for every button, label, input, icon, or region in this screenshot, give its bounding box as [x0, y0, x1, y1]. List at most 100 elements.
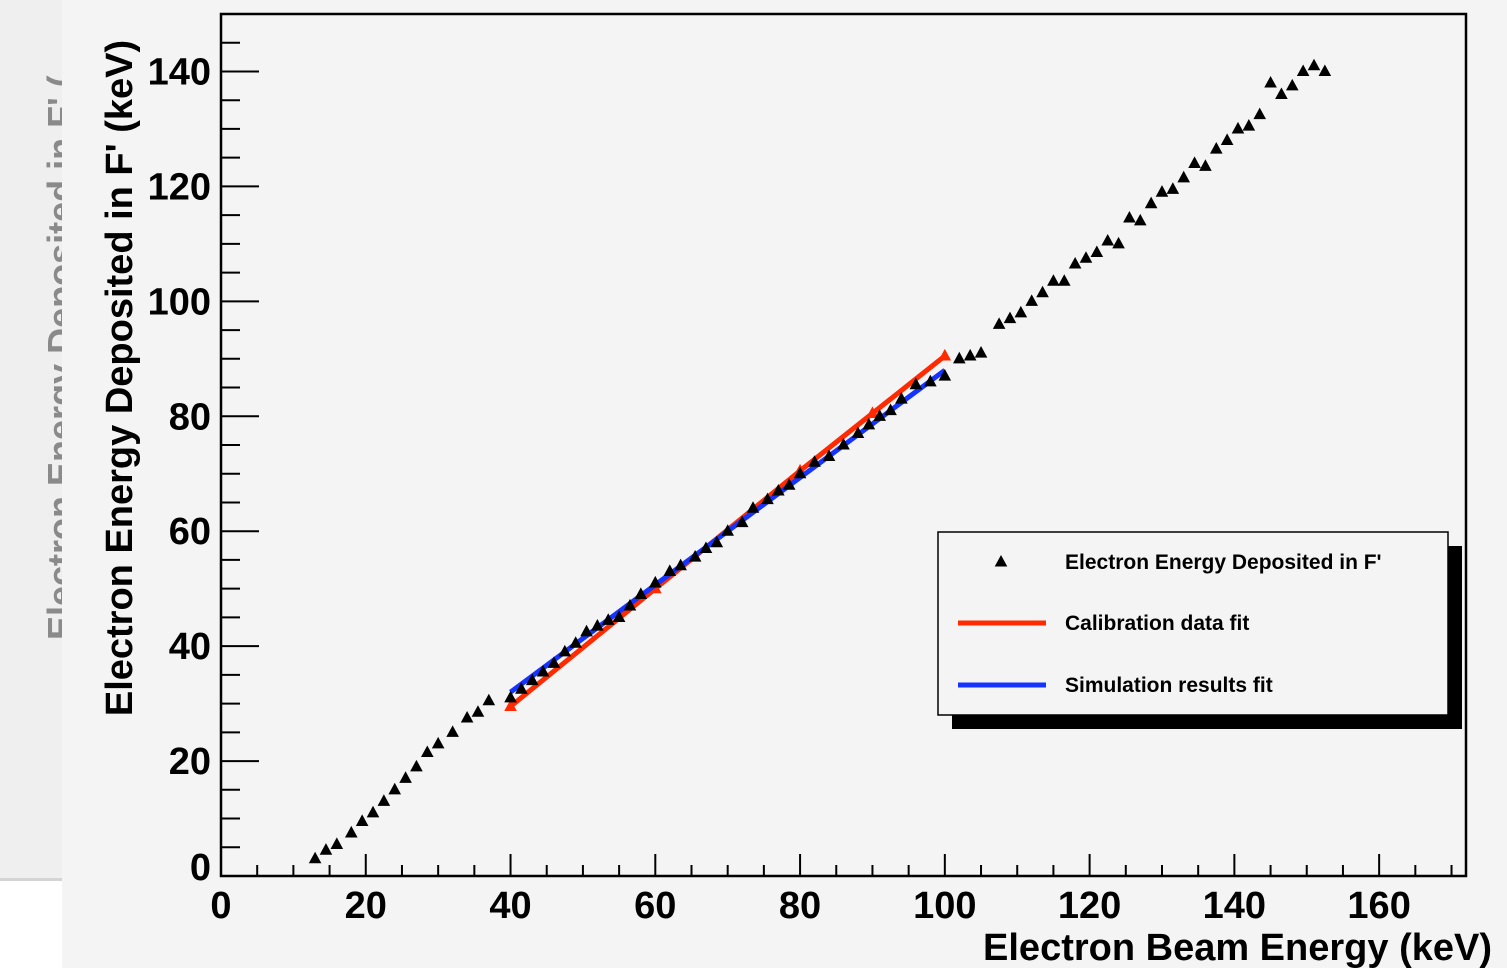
data-point	[1112, 236, 1125, 249]
x-tick-label: 0	[210, 885, 231, 927]
data-point	[938, 369, 952, 381]
data-point	[721, 524, 734, 536]
data-point	[330, 837, 344, 849]
data-point	[388, 782, 402, 795]
x-tick-label: 140	[1203, 885, 1266, 927]
x-tick-label: 20	[345, 885, 387, 927]
data-point	[634, 587, 648, 599]
data-point	[924, 374, 937, 387]
data-point	[873, 409, 886, 421]
calibration-marker	[938, 348, 952, 361]
y-tick-label: 0	[190, 847, 211, 889]
legend: Electron Energy Deposited in F' Calibrati…	[937, 531, 1462, 729]
data-point	[851, 426, 865, 439]
data-point	[953, 351, 966, 364]
x-axis-label: Electron Beam Energy (keV)	[983, 927, 1492, 968]
data-point	[884, 403, 897, 416]
data-point	[1220, 133, 1234, 145]
data-point	[1231, 121, 1245, 134]
data-point	[837, 438, 850, 450]
x-tick-label: 100	[913, 885, 976, 927]
data-point	[471, 705, 485, 717]
data-point	[460, 710, 474, 723]
legend-label: Simulation results fit	[1065, 674, 1273, 697]
data-point	[536, 664, 550, 677]
data-point	[909, 377, 923, 390]
calibration-marker	[866, 406, 879, 418]
data-point	[1155, 185, 1169, 197]
data-point	[674, 558, 687, 571]
data-point	[1090, 245, 1104, 258]
data-point	[1101, 233, 1115, 246]
data-point	[699, 541, 713, 553]
data-point	[710, 535, 724, 548]
data-point	[1036, 285, 1049, 298]
data-point	[319, 843, 333, 855]
data-point	[735, 515, 749, 528]
background-white-area	[0, 881, 62, 968]
data-point	[1123, 211, 1136, 223]
legend-label: Electron Energy Deposited in F'	[1065, 551, 1382, 574]
data-point	[1068, 256, 1082, 269]
x-tick-label: 60	[634, 885, 676, 927]
y-tick-label: 40	[169, 626, 211, 668]
data-point	[688, 550, 702, 562]
data-point	[547, 656, 561, 668]
data-point	[623, 598, 637, 611]
data-point	[410, 759, 423, 772]
data-point	[1264, 75, 1277, 88]
data-point	[1285, 78, 1299, 91]
data-point	[446, 725, 459, 737]
data-point	[612, 610, 626, 622]
tick-labels: 0 20 40 60 80 100 120 140 160 0 20 40 60 80 100 120 140	[148, 51, 1411, 927]
data-point	[746, 501, 760, 513]
data-point	[591, 619, 604, 631]
data-point	[431, 736, 445, 749]
data-point	[504, 690, 517, 703]
background-partial-axis-label: Electron Energy Deposited in F' (	[40, 75, 62, 640]
data-point	[649, 575, 662, 588]
data-point	[663, 564, 677, 576]
axis-ticks	[220, 13, 1453, 877]
y-tick-label: 80	[169, 396, 211, 438]
axis-labels: Electron Beam Energy (keV) Electron Energ…	[99, 40, 1492, 968]
data-point	[1318, 64, 1332, 77]
data-point	[1188, 156, 1201, 168]
data-point	[558, 644, 572, 657]
data-point	[1296, 64, 1310, 77]
y-tick-label: 140	[148, 51, 211, 93]
data-point	[344, 825, 358, 838]
scatter-chart: 0 20 40 60 80 100 120 140 160020406080100120140 …	[99, 12, 1492, 968]
y-tick-label: 60	[169, 511, 211, 553]
data-point	[1199, 159, 1212, 171]
legend-label: Calibration data fit	[1065, 612, 1249, 635]
data-point	[569, 636, 582, 648]
data-point	[772, 483, 785, 496]
data-point	[992, 317, 1006, 329]
data-point	[601, 613, 615, 625]
data-point	[808, 455, 821, 467]
data-point	[1307, 58, 1321, 71]
x-tick-label: 120	[1058, 885, 1121, 927]
data-point	[308, 851, 322, 864]
data-point	[1144, 196, 1158, 209]
data-point	[782, 478, 796, 490]
data-point	[1166, 182, 1180, 194]
data-point	[793, 466, 807, 479]
data-point	[377, 794, 391, 806]
data-points	[308, 58, 1332, 864]
background-slide: Electron Energy Deposited in F' (	[0, 0, 62, 881]
legend-marker-triangle-icon	[994, 555, 1008, 567]
data-point	[862, 417, 876, 430]
data-point	[1014, 305, 1028, 318]
x-tick-label: 160	[1347, 885, 1410, 927]
data-point	[761, 492, 774, 505]
data-point	[420, 745, 434, 757]
data-point	[1253, 107, 1267, 120]
data-point	[1047, 274, 1060, 286]
data-point	[1177, 170, 1191, 183]
calibration-marker	[504, 699, 517, 712]
y-tick-label: 20	[169, 741, 211, 783]
x-tick-label: 80	[779, 885, 821, 927]
data-point	[580, 624, 593, 637]
